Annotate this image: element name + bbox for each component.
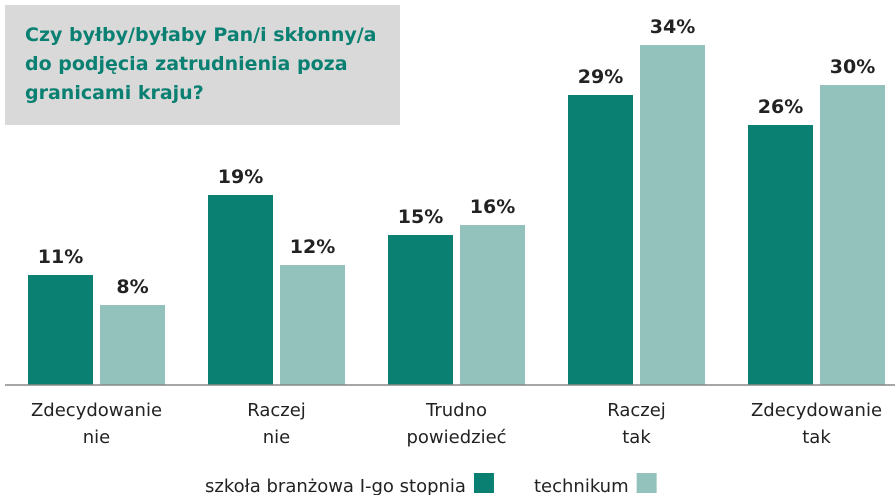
bar bbox=[28, 275, 93, 385]
legend-swatch bbox=[636, 473, 657, 493]
x-tick-label-line: Zdecydowanie bbox=[31, 400, 162, 421]
value-label: 34% bbox=[650, 16, 695, 38]
x-tick-label-line: Zdecydowanie bbox=[751, 400, 882, 421]
chart-title: Czy byłby/byłaby Pan/i skłonny/a do podj… bbox=[5, 5, 400, 125]
legend-label: szkoła branżowa I-go stopnia bbox=[205, 476, 466, 495]
x-tick-label-line: tak bbox=[622, 427, 651, 448]
bar bbox=[208, 195, 273, 385]
x-tick-label-line: Raczej bbox=[247, 400, 306, 421]
value-label: 12% bbox=[290, 236, 335, 258]
value-label: 16% bbox=[470, 196, 515, 218]
x-tick-label: Raczej nie bbox=[247, 400, 306, 448]
value-label: 15% bbox=[398, 206, 443, 228]
bar bbox=[640, 45, 705, 385]
x-tick-label: Zdecydowanie nie bbox=[31, 400, 162, 448]
x-tick-label-line: powiedzieć bbox=[406, 427, 506, 448]
value-label: 19% bbox=[218, 166, 263, 188]
x-tick-label: Trudno powiedzieć bbox=[406, 400, 506, 448]
bar bbox=[280, 265, 345, 385]
value-label: 26% bbox=[758, 96, 803, 118]
bar bbox=[100, 305, 165, 385]
bar bbox=[460, 225, 525, 385]
x-tick-label-line: tak bbox=[802, 427, 831, 448]
bar bbox=[388, 235, 453, 385]
value-label: 8% bbox=[116, 276, 148, 298]
legend-label: technikum bbox=[534, 476, 629, 495]
value-label: 11% bbox=[38, 246, 83, 268]
bar bbox=[748, 125, 813, 385]
bar bbox=[820, 85, 885, 385]
x-tick-label-line: nie bbox=[263, 427, 290, 448]
legend-swatch bbox=[473, 473, 494, 493]
x-tick-label: Zdecydowanie tak bbox=[751, 400, 882, 448]
value-label: 29% bbox=[578, 66, 623, 88]
x-tick-label-line: nie bbox=[83, 427, 110, 448]
x-tick-label: Raczej tak bbox=[607, 400, 666, 448]
value-label: 30% bbox=[830, 56, 875, 78]
bar bbox=[568, 95, 633, 385]
x-tick-label-line: Trudno bbox=[425, 400, 487, 421]
x-tick-label-line: Raczej bbox=[607, 400, 666, 421]
